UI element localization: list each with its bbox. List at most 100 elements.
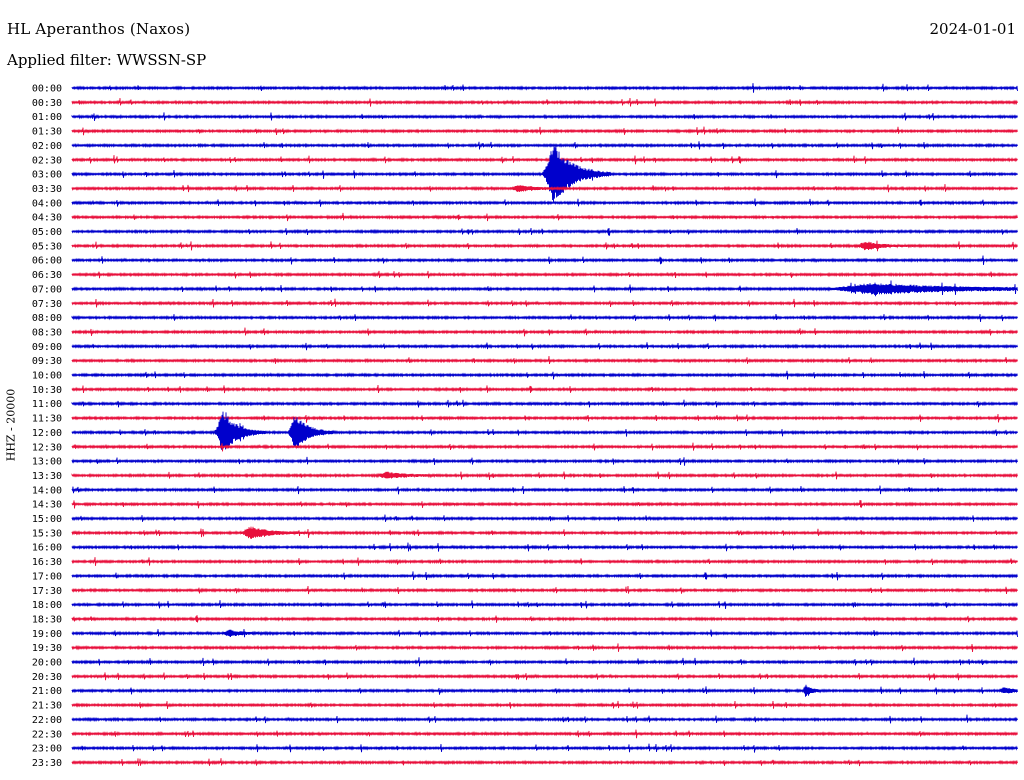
row-time-label: 11:30	[32, 414, 62, 425]
seismic-trace	[71, 327, 1018, 337]
seismic-trace	[71, 112, 1018, 121]
seismic-trace	[71, 714, 1018, 724]
seismic-trace	[71, 672, 1018, 681]
row-time-label: 04:30	[32, 213, 62, 224]
row-time-label: 21:30	[32, 701, 62, 712]
row-time-label: 05:30	[32, 241, 62, 252]
row-time-label: 05:00	[32, 227, 62, 238]
row-time-label: 11:00	[32, 399, 62, 410]
row-time-label: 10:00	[32, 371, 62, 382]
seismic-trace	[71, 255, 1018, 265]
row-time-label: 21:00	[32, 686, 62, 697]
seismic-trace	[71, 456, 1018, 466]
seismic-trace	[71, 141, 1018, 150]
seismic-trace	[71, 571, 1018, 581]
seismic-trace	[71, 684, 1018, 697]
row-time-label: 00:30	[32, 98, 62, 109]
seismic-trace	[71, 198, 1018, 207]
row-time-label: 12:30	[32, 442, 62, 453]
seismic-trace	[71, 585, 1018, 595]
row-time-label: 22:00	[32, 715, 62, 726]
seismic-trace	[71, 298, 1018, 308]
row-time-label: 18:00	[32, 600, 62, 611]
row-time-label: 15:00	[32, 514, 62, 525]
seismic-trace	[71, 500, 1018, 509]
row-time-label: 04:00	[32, 198, 62, 209]
row-time-label: 07:30	[32, 299, 62, 310]
row-time-label: 09:00	[32, 342, 62, 353]
row-time-label: 00:00	[32, 84, 62, 95]
seismic-trace	[71, 270, 1018, 279]
row-time-label: 02:00	[32, 141, 62, 152]
seismic-trace	[71, 700, 1018, 709]
seismic-trace	[71, 184, 1018, 193]
seismic-trace	[71, 629, 1018, 638]
seismic-trace	[71, 240, 1018, 252]
row-time-label: 22:30	[32, 729, 62, 740]
seismic-trace	[71, 411, 1018, 450]
row-time-label: 14:30	[32, 500, 62, 511]
seismic-trace	[71, 600, 1018, 609]
seismic-trace	[71, 384, 1018, 394]
station-title: HL Aperanthos (Naxos)	[7, 20, 191, 38]
row-time-label: 13:00	[32, 457, 62, 468]
seismic-trace	[71, 314, 1018, 322]
seismic-trace	[71, 657, 1018, 667]
row-time-label: 16:00	[32, 543, 62, 554]
seismic-trace	[71, 342, 1018, 351]
filter-label: Applied filter: WWSSN-SP	[7, 51, 207, 69]
row-time-label: 23:00	[32, 744, 62, 755]
seismic-trace	[71, 485, 1018, 495]
seismic-trace	[71, 227, 1018, 236]
row-time-label: 15:30	[32, 528, 62, 539]
seismic-trace	[71, 155, 1018, 165]
row-time-label: 20:00	[32, 658, 62, 669]
seismic-trace	[71, 557, 1018, 566]
seismic-trace	[71, 356, 1018, 365]
seismic-trace	[71, 212, 1018, 222]
row-time-label: 17:00	[32, 571, 62, 582]
seismic-trace	[71, 83, 1018, 93]
seismic-trace	[71, 542, 1018, 552]
row-time-label: 03:30	[32, 184, 62, 195]
row-time-label: 01:30	[32, 127, 62, 138]
row-time-label: 23:30	[32, 758, 62, 769]
row-time-label: 16:30	[32, 557, 62, 568]
row-time-label: 14:00	[32, 485, 62, 496]
row-time-label: 07:00	[32, 284, 62, 295]
row-time-label: 19:30	[32, 643, 62, 654]
row-time-label: 03:00	[32, 170, 62, 181]
seismic-trace	[71, 442, 1018, 452]
row-time-label: 18:30	[32, 614, 62, 625]
seismic-trace	[71, 743, 1018, 753]
row-time-label: 12:00	[32, 428, 62, 439]
row-time-label: 20:30	[32, 672, 62, 683]
seismic-trace	[71, 280, 1018, 297]
row-time-label: 10:30	[32, 385, 62, 396]
seismic-trace	[71, 729, 1018, 739]
seismic-trace	[71, 146, 1018, 203]
row-time-label: 02:30	[32, 155, 62, 166]
seismic-trace	[71, 615, 1018, 623]
seismic-trace	[71, 370, 1018, 380]
row-time-label: 08:00	[32, 313, 62, 324]
row-time-label: 08:30	[32, 327, 62, 338]
seismic-trace	[71, 126, 1018, 136]
row-time-label: 19:00	[32, 629, 62, 640]
seismic-trace	[71, 399, 1018, 408]
row-time-label: 09:30	[32, 356, 62, 367]
seismic-trace	[71, 526, 1018, 539]
seismic-trace	[71, 758, 1018, 767]
seismic-trace	[71, 514, 1018, 522]
seismic-trace	[71, 643, 1018, 653]
seismic-trace	[71, 414, 1018, 423]
row-time-label: 06:30	[32, 270, 62, 281]
row-time-label: 13:30	[32, 471, 62, 482]
seismic-trace	[71, 471, 1018, 480]
date-label: 2024-01-01	[929, 20, 1016, 38]
row-time-label: 01:00	[32, 112, 62, 123]
seismic-trace	[71, 97, 1018, 107]
row-time-label: 06:00	[32, 256, 62, 267]
row-time-label: 17:30	[32, 586, 62, 597]
